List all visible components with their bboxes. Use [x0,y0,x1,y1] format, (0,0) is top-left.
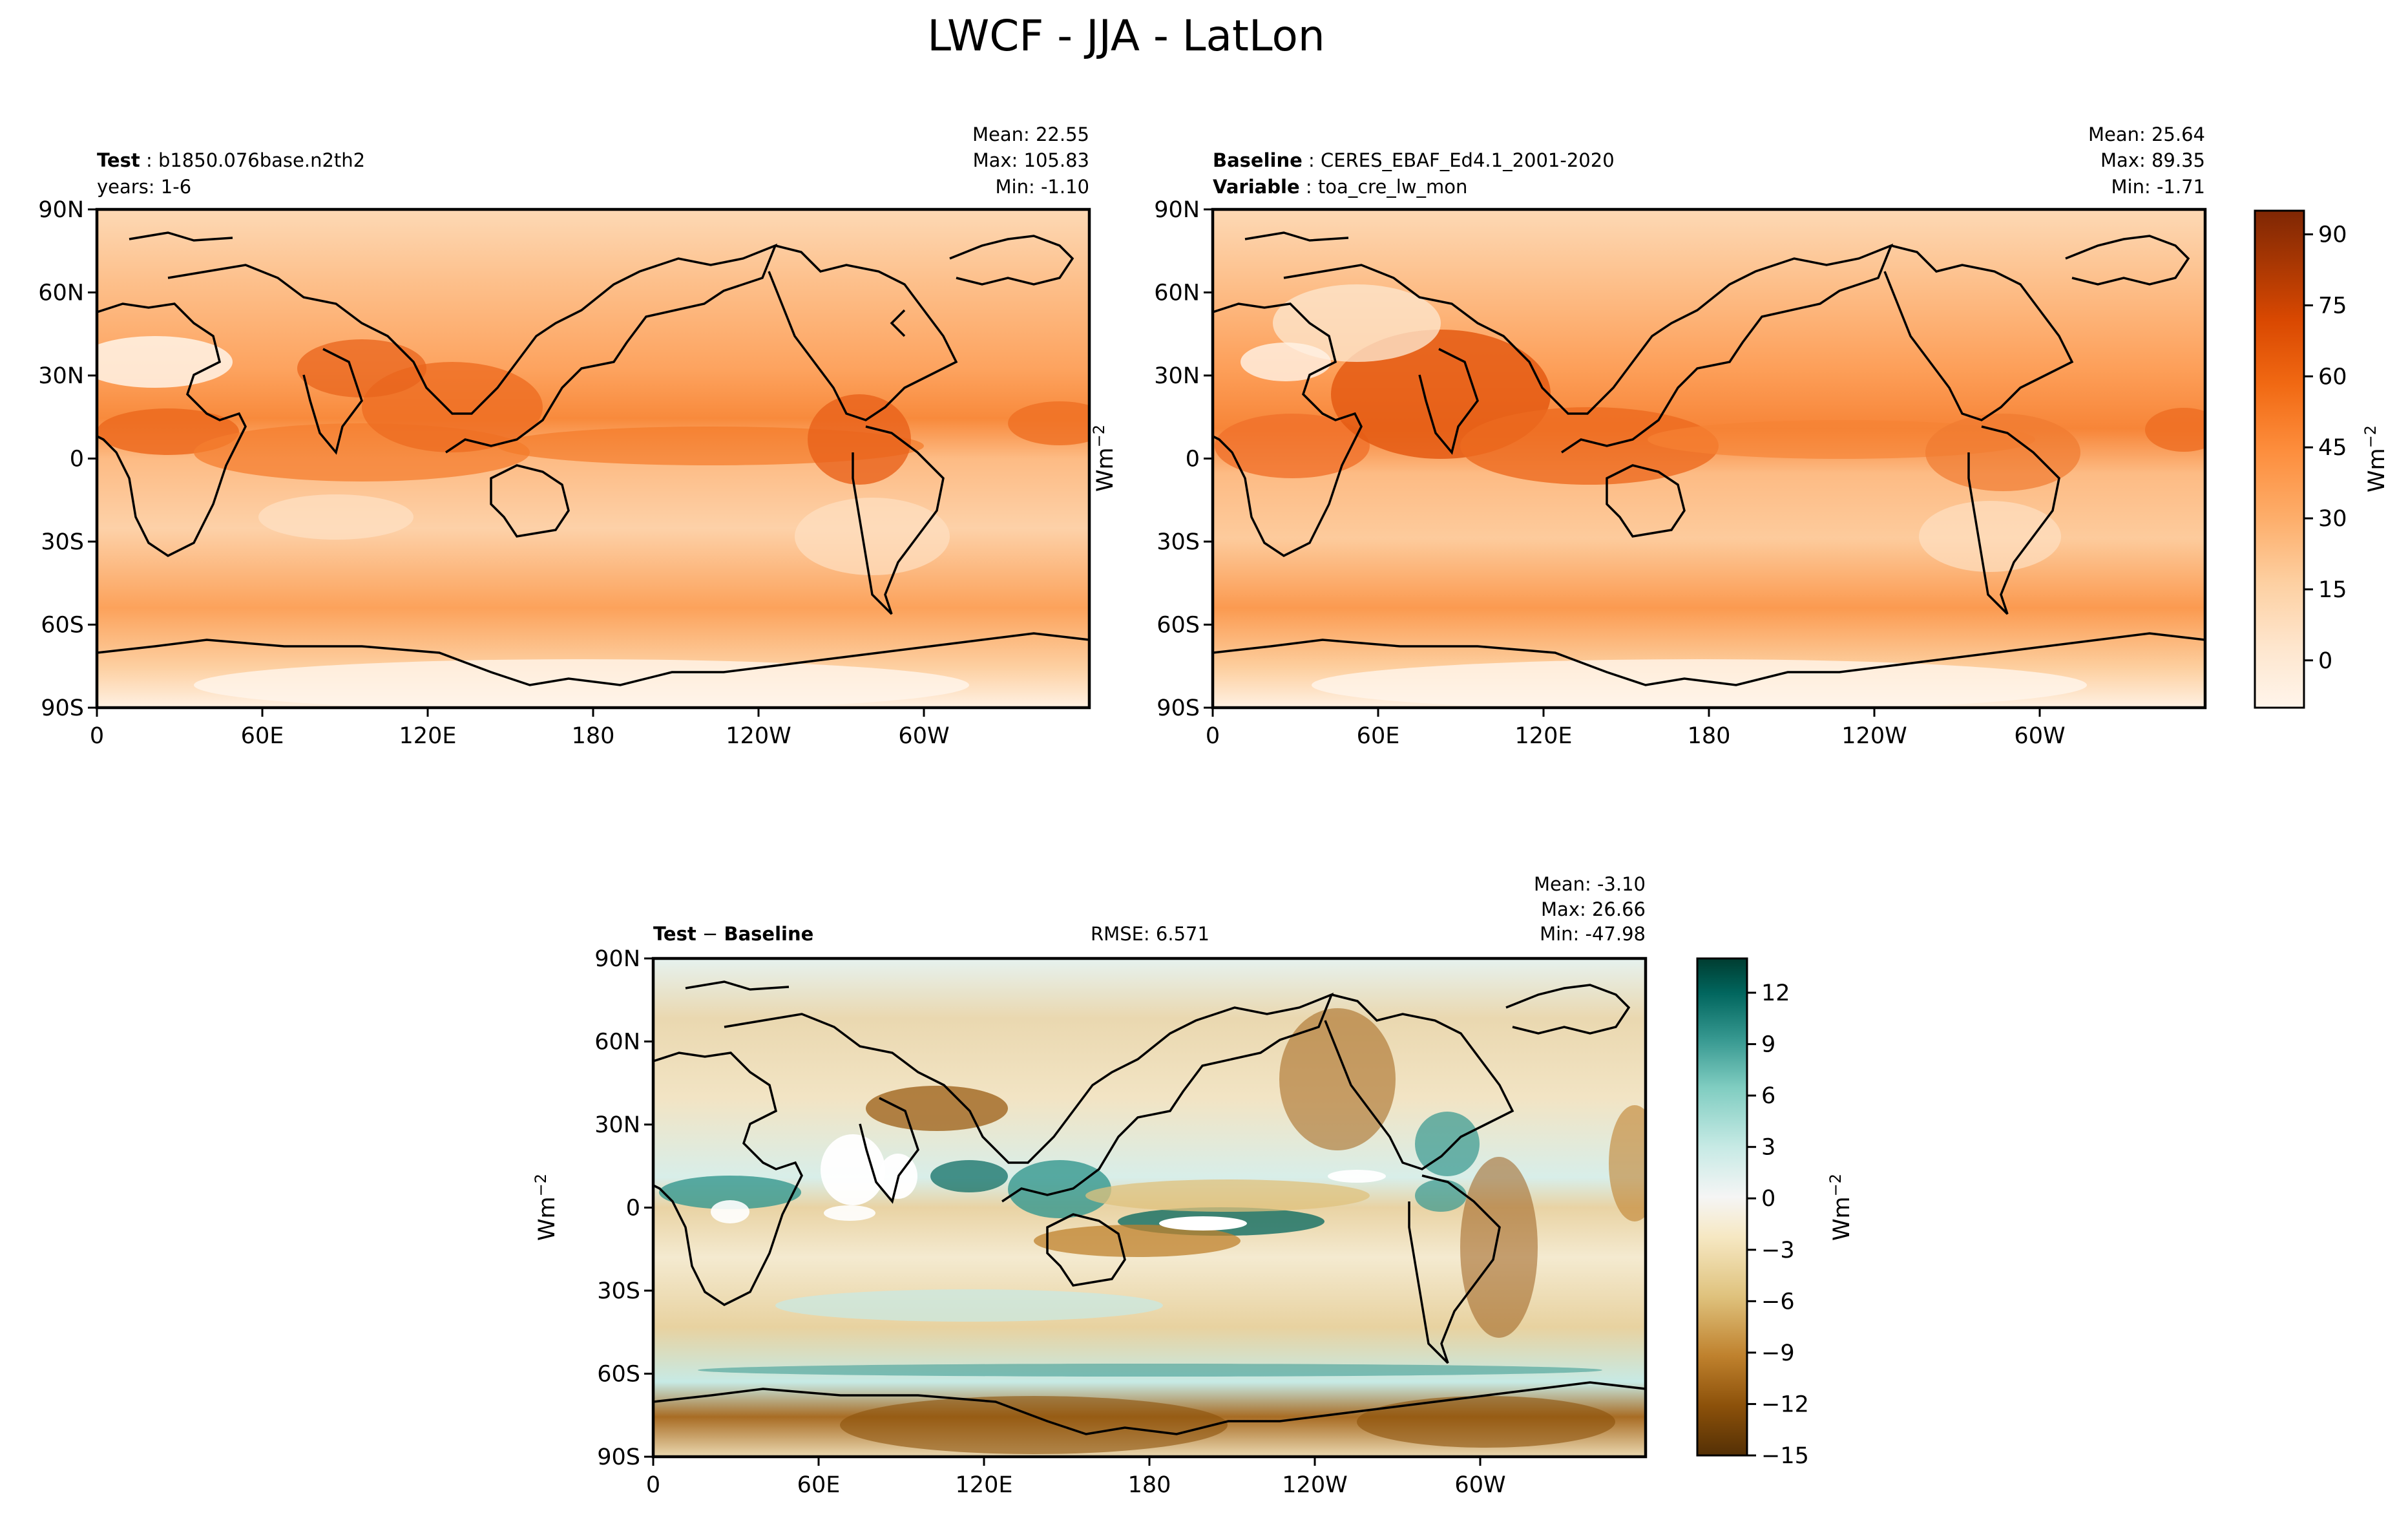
difference-coastlines [653,980,1646,1435]
baseline-lon-axis: 0 60E 120E 180 120W 60W [1206,708,2066,749]
lat-tick-label: 60S [597,1362,640,1388]
lon-tick-label: 120W [1841,723,1907,749]
lat-tick-label: 30S [1157,529,1200,555]
lon-tick-label: 0 [90,723,104,749]
difference-stat-min: Min: -47.98 [1540,923,1646,945]
difference-rmse: RMSE: 6.571 [1091,923,1209,945]
main-colorbar-bar [2254,209,2305,709]
difference-stat-mean: Mean: -3.10 [1534,873,1646,895]
colorbar-tick-label: 90 [2318,222,2347,248]
difference-label: Test − Baseline [653,923,813,945]
lon-tick-label: 60E [797,1472,841,1498]
test-lon-axis: 0 60E 120E 180 120W 60W [90,708,950,749]
test-map-field [97,209,1089,708]
lon-tick-label: 120W [726,723,791,749]
test-stat-max: Max: 105.83 [973,149,1089,171]
lat-tick-label: 0 [1186,447,1200,472]
lon-tick-label: 120W [1282,1472,1347,1498]
lat-tick-label: 60S [41,613,84,639]
lon-tick-label: 180 [572,723,615,749]
baseline-coastlines [1213,231,2205,686]
lon-tick-label: 180 [1128,1472,1171,1498]
lat-tick-label: 30S [41,529,84,555]
lon-tick-label: 60E [1357,723,1400,749]
lat-tick-label: 30N [1154,363,1200,389]
lat-tick-label: 90N [594,946,640,972]
lat-tick-label: 60N [38,280,84,306]
difference-ylabel: Wm−2 [532,1174,560,1241]
colorbar-tick-label: 30 [2318,506,2347,532]
test-ylabel: Wm−2 [1090,425,1118,492]
lon-tick-label: 60W [1454,1472,1505,1498]
colorbar-tick-label: 60 [2318,364,2347,390]
lat-tick-label: 60S [1157,613,1200,639]
main-colorbar-label: Wm−2 [2361,425,2390,492]
lat-tick-label: 30N [594,1112,640,1138]
colorbar-tick-label: −9 [1761,1340,1795,1366]
test-stat-mean: Mean: 22.55 [972,123,1089,145]
figure-title: LWCF - JJA - LatLon [927,11,1324,61]
colorbar-tick-label: 3 [1761,1135,1775,1161]
difference-map-panel: Test − Baseline RMSE: 6.571 Mean: -3.10 … [532,873,1648,1498]
lat-tick-label: 0 [626,1196,640,1221]
difference-colorbar-label: Wm−2 [1827,1174,1855,1241]
colorbar-tick-label: 75 [2318,293,2347,319]
baseline-map-panel: Baseline : CERES_EBAF_Ed4.1_2001-2020 Va… [1154,123,2207,749]
lat-tick-label: 90S [1157,695,1200,721]
lon-tick-label: 180 [1688,723,1731,749]
colorbar-tick-label: 15 [2318,577,2347,603]
colorbar-tick-label: 45 [2318,435,2347,461]
difference-stat-max: Max: 26.66 [1541,898,1646,920]
test-coastlines [97,231,1089,686]
difference-lat-axis: 90N 60N 30N 0 30S 60S 90S [594,946,653,1470]
lon-tick-label: 0 [1206,723,1220,749]
lon-tick-label: 120E [399,723,457,749]
lat-tick-label: 90S [41,695,84,721]
lat-tick-label: 90N [1154,197,1200,223]
colorbar-tick-label: −6 [1761,1289,1795,1315]
main-colorbar: 90 75 60 45 30 15 0 Wm−2 [2254,209,2390,709]
baseline-stat-mean: Mean: 25.64 [2088,123,2205,145]
test-label: Test : b1850.076base.n2th2 [97,149,365,171]
difference-colorbar-bar [1696,957,1748,1457]
baseline-map-field [1213,209,2205,708]
baseline-variable: Variable : toa_cre_lw_mon [1213,176,1467,198]
colorbar-tick-label: 6 [1761,1083,1775,1109]
colorbar-tick-label: −3 [1761,1238,1795,1263]
colorbar-tick-label: 9 [1761,1032,1775,1058]
lat-tick-label: 0 [70,447,84,472]
lat-tick-label: 30N [38,363,84,389]
lat-tick-label: 90S [597,1444,640,1470]
lon-tick-label: 120E [956,1472,1013,1498]
difference-colorbar: 12 9 6 3 0 −3 −6 −9 −12 −15 Wm−2 [1696,957,1855,1469]
test-stat-min: Min: -1.10 [996,176,1089,198]
lat-tick-label: 60N [594,1030,640,1055]
test-years: years: 1-6 [97,176,191,198]
difference-map-field [653,958,1646,1457]
lon-tick-label: 120E [1515,723,1573,749]
baseline-stat-max: Max: 89.35 [2100,149,2205,171]
lon-tick-label: 60W [898,723,949,749]
lon-tick-label: 60W [2014,723,2065,749]
lat-tick-label: 90N [38,197,84,223]
colorbar-tick-label: −15 [1761,1443,1809,1469]
test-lat-axis: 90N 60N 30N 0 30S 60S 90S [38,197,97,721]
lon-tick-label: 60E [241,723,284,749]
lat-tick-label: 30S [597,1278,640,1304]
difference-lon-axis: 0 60E 120E 180 120W 60W [646,1457,1506,1498]
colorbar-tick-label: 12 [1761,980,1790,1006]
colorbar-tick-label: 0 [1761,1186,1775,1212]
test-map-panel: Test : b1850.076base.n2th2 years: 1-6 Me… [38,123,1118,749]
baseline-stat-min: Min: -1.71 [2111,176,2205,198]
lat-tick-label: 60N [1154,280,1200,306]
colorbar-tick-label: −12 [1761,1391,1809,1417]
colorbar-tick-label: 0 [2318,648,2332,674]
baseline-label: Baseline : CERES_EBAF_Ed4.1_2001-2020 [1213,149,1615,171]
baseline-lat-axis: 90N 60N 30N 0 30S 60S 90S [1154,197,1213,721]
lon-tick-label: 0 [646,1472,660,1498]
